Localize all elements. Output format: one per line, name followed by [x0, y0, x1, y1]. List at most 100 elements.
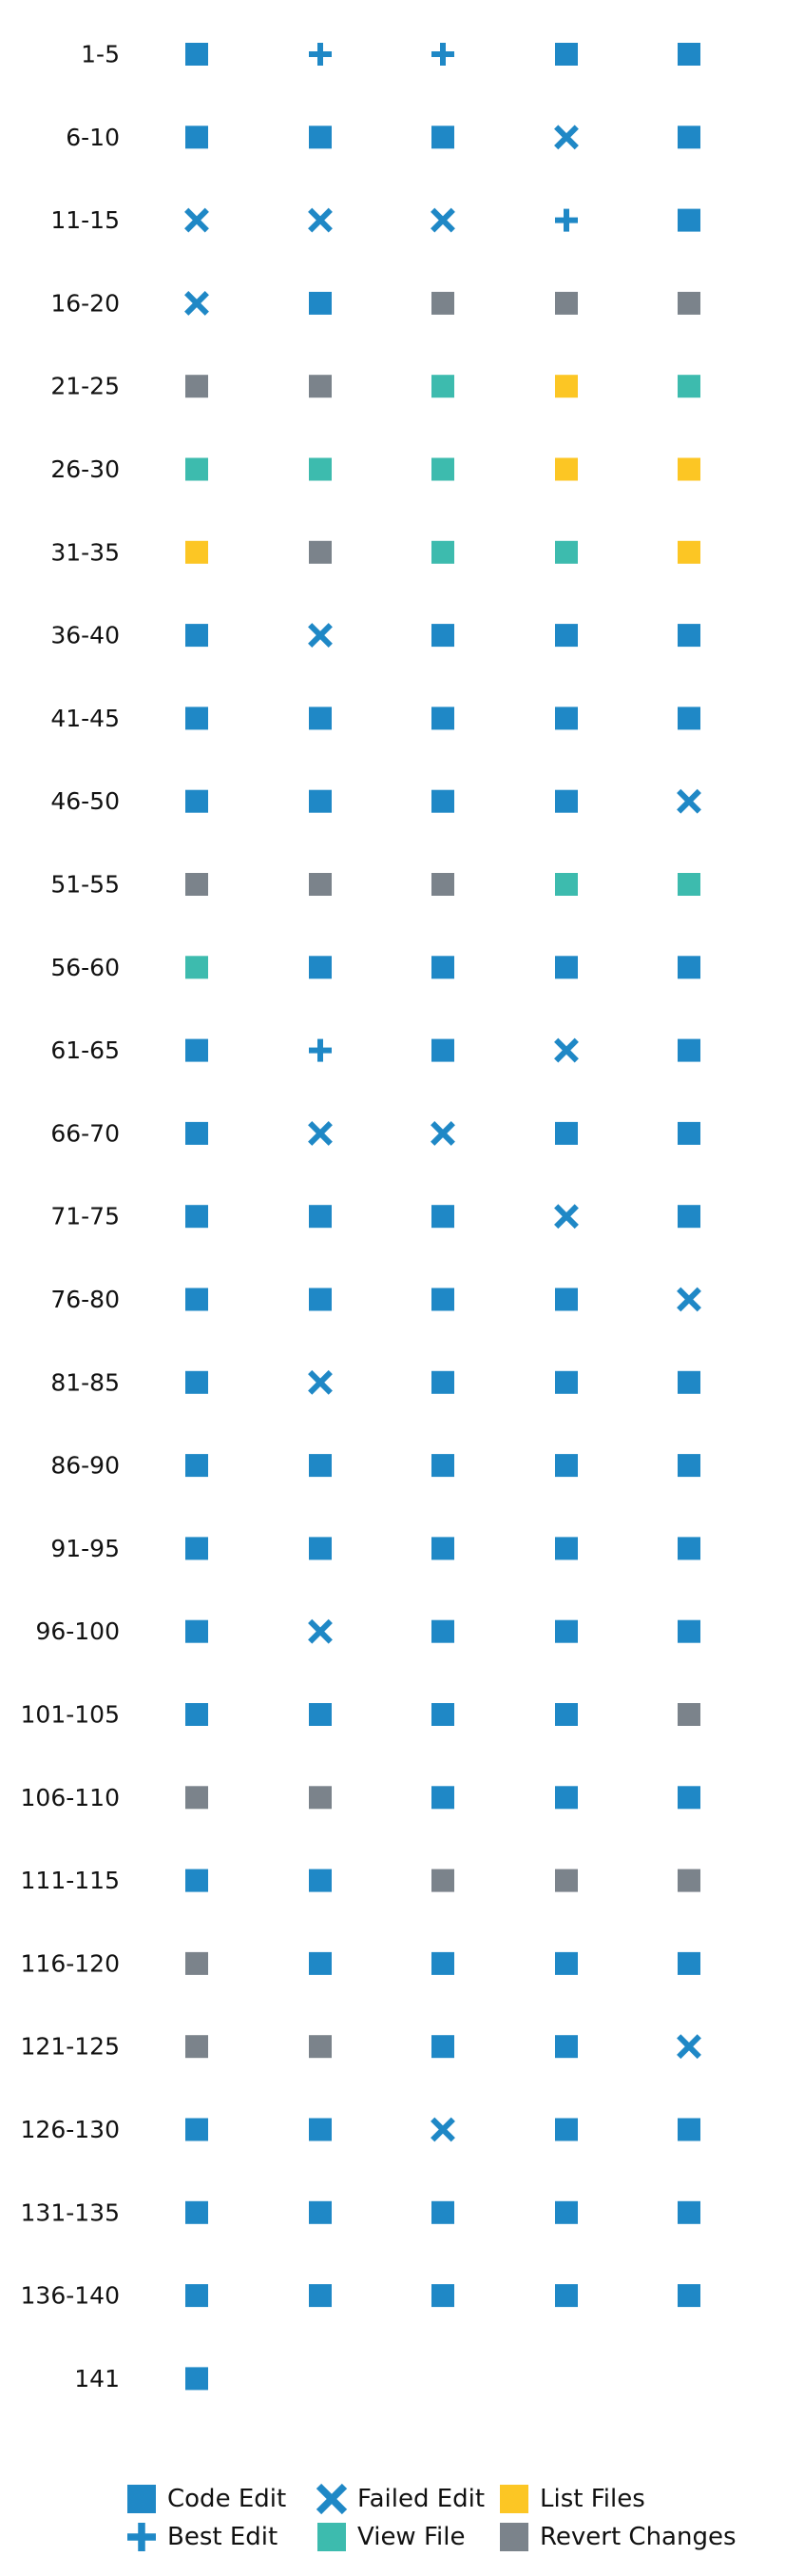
step-failed-x-marker — [308, 623, 333, 649]
step-code-square-marker — [555, 1454, 578, 1478]
step-failed-x-marker — [308, 1369, 333, 1395]
step-code-square-marker — [555, 2118, 578, 2141]
legend-item-code: Code Edit — [127, 2485, 286, 2513]
legend-label: Failed Edit — [357, 2485, 485, 2513]
row-label: 106-110 — [21, 1784, 120, 1811]
step-code-square-marker — [185, 1703, 208, 1726]
legend-item-revert: Revert Changes — [500, 2523, 737, 2551]
step-code-square-marker — [309, 1537, 332, 1560]
step-view-square-marker — [555, 873, 578, 896]
step-code-square-marker — [678, 2200, 700, 2224]
step-revert-square-marker — [678, 291, 700, 315]
row-label: 131-135 — [21, 2198, 120, 2226]
step-code-square-marker — [309, 707, 332, 730]
step-code-square-marker — [185, 1537, 208, 1560]
row-label: 56-60 — [50, 954, 120, 981]
step-revert-square-marker — [309, 873, 332, 896]
row-label: 111-115 — [21, 1867, 120, 1894]
step-code-square-marker — [185, 1619, 208, 1643]
step-code-square-marker — [431, 789, 454, 813]
legend-list-square-icon — [500, 2485, 528, 2513]
step-revert-square-marker — [555, 1869, 578, 1892]
step-code-square-marker — [431, 707, 454, 730]
step-list-square-marker — [678, 457, 700, 481]
step-code-square-marker — [309, 1703, 332, 1726]
step-code-square-marker — [185, 2118, 208, 2141]
step-code-square-marker — [555, 624, 578, 648]
step-best-plus-marker — [431, 43, 454, 66]
legend-item-list: List Files — [500, 2485, 645, 2513]
row-label: 66-70 — [50, 1119, 120, 1147]
row-label: 116-120 — [21, 1949, 120, 1977]
step-code-square-marker — [309, 2118, 332, 2141]
step-failed-x-marker — [308, 1120, 333, 1146]
step-code-square-marker — [431, 956, 454, 979]
step-revert-square-marker — [309, 1786, 332, 1810]
legend-view-square-icon — [317, 2523, 346, 2551]
step-best-plus-marker — [309, 1038, 332, 1062]
step-code-square-marker — [678, 1786, 700, 1810]
row-label: 96-100 — [35, 1617, 120, 1645]
legend-item-view: View File — [317, 2523, 465, 2551]
step-revert-square-marker — [555, 291, 578, 315]
legend-label: List Files — [540, 2485, 645, 2513]
step-code-square-marker — [309, 1869, 332, 1892]
step-revert-square-marker — [185, 1951, 208, 1975]
step-list-square-marker — [678, 540, 700, 564]
step-code-square-marker — [555, 2200, 578, 2224]
step-list-square-marker — [555, 375, 578, 398]
step-code-square-marker — [431, 126, 454, 149]
step-code-square-marker — [185, 789, 208, 813]
row-label: 31-35 — [50, 538, 120, 566]
legend-item-failed: Failed Edit — [316, 2483, 485, 2515]
step-code-square-marker — [431, 1703, 454, 1726]
step-revert-square-marker — [185, 375, 208, 398]
step-code-square-marker — [555, 1951, 578, 1975]
step-code-square-marker — [555, 1288, 578, 1311]
step-code-square-marker — [555, 707, 578, 730]
step-best-plus-marker — [309, 43, 332, 66]
row-label: 26-30 — [50, 455, 120, 483]
legend-item-best: Best Edit — [127, 2523, 278, 2551]
step-code-square-marker — [309, 291, 332, 315]
step-code-square-marker — [185, 1205, 208, 1229]
step-code-square-marker — [431, 1537, 454, 1560]
row-label: 121-125 — [21, 2033, 120, 2061]
step-code-square-marker — [555, 1537, 578, 1560]
step-revert-square-marker — [309, 540, 332, 564]
row-labels: 1-5 6-10 11-15 16-20 21-25 26-30 31-35 36-40 41-… — [21, 41, 120, 2392]
step-code-square-marker — [185, 2367, 208, 2391]
step-revert-square-marker — [309, 2035, 332, 2059]
step-code-square-marker — [185, 1121, 208, 1145]
legend-code-square-icon — [127, 2485, 156, 2513]
step-code-square-marker — [678, 1205, 700, 1229]
legend-revert-square-icon — [500, 2523, 528, 2551]
row-label: 1-5 — [81, 41, 120, 68]
step-code-square-marker — [678, 1121, 700, 1145]
step-code-square-marker — [678, 2284, 700, 2308]
step-code-square-marker — [431, 1951, 454, 1975]
legend-label: Code Edit — [167, 2485, 286, 2513]
step-view-square-marker — [185, 956, 208, 979]
step-code-square-marker — [185, 126, 208, 149]
step-best-plus-marker — [555, 208, 578, 232]
step-failed-x-marker — [554, 1037, 579, 1063]
step-code-square-marker — [309, 1205, 332, 1229]
step-failed-x-marker — [677, 1287, 701, 1312]
step-code-square-marker — [185, 1038, 208, 1062]
step-list-square-marker — [185, 540, 208, 564]
step-code-square-marker — [555, 43, 578, 66]
row-label: 16-20 — [50, 289, 120, 317]
step-code-square-marker — [678, 1038, 700, 1062]
step-code-square-marker — [431, 1619, 454, 1643]
step-code-square-marker — [309, 2200, 332, 2224]
step-code-square-marker — [678, 1537, 700, 1560]
step-revert-square-marker — [678, 1703, 700, 1726]
step-failed-x-marker — [431, 2117, 455, 2142]
step-code-square-marker — [678, 624, 700, 648]
step-code-square-marker — [555, 1703, 578, 1726]
legend: Code Edit Failed Edit List Files Best Edit V… — [127, 2483, 737, 2551]
step-code-square-marker — [309, 956, 332, 979]
row-label: 81-85 — [50, 1368, 120, 1396]
step-revert-square-marker — [431, 291, 454, 315]
